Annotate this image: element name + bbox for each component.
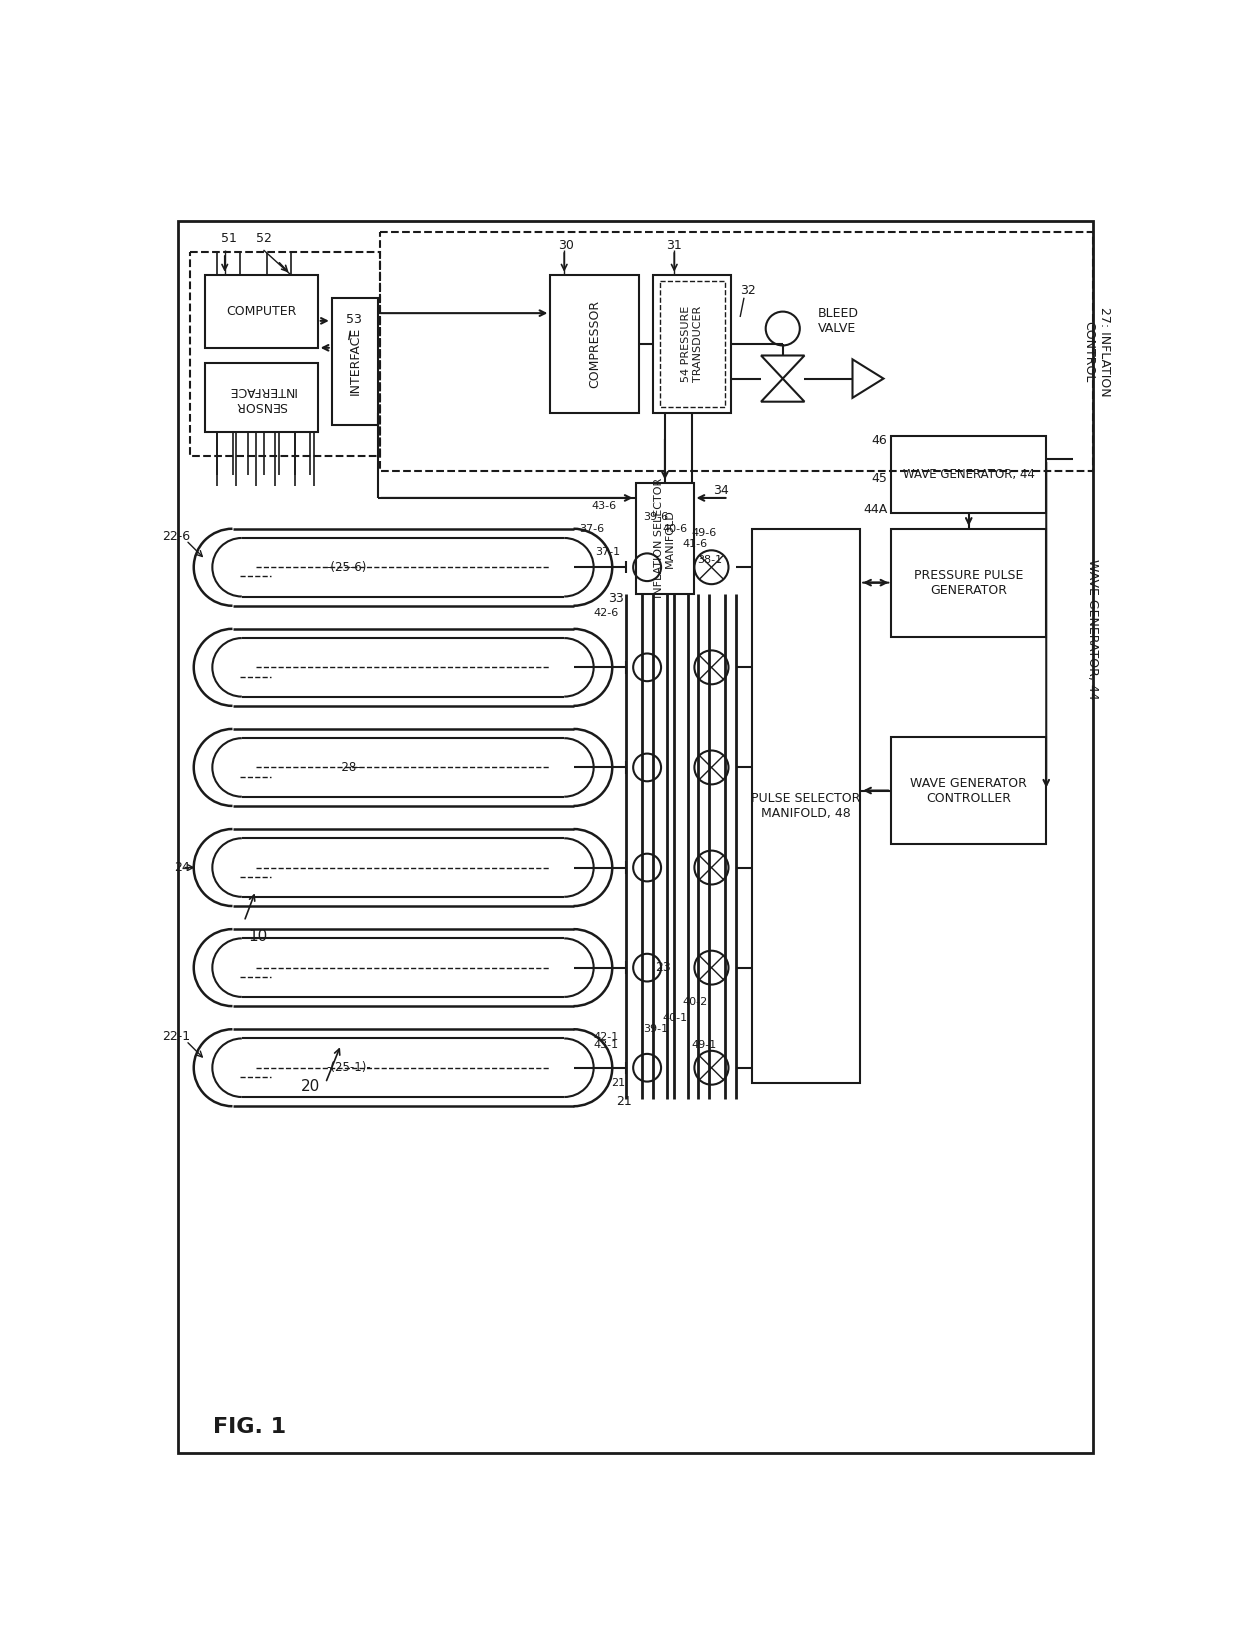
Bar: [892, 736, 1047, 845]
Text: COMPRESSOR: COMPRESSOR: [588, 300, 601, 389]
Text: WAVE GENERATOR
CONTROLLER: WAVE GENERATOR CONTROLLER: [910, 776, 1027, 804]
Text: 46: 46: [872, 433, 888, 446]
Text: WAVE GENERATOR, 44: WAVE GENERATOR, 44: [1086, 558, 1099, 700]
Bar: [751, 529, 861, 1084]
Text: 23: 23: [655, 962, 671, 973]
Text: 31: 31: [667, 239, 682, 252]
Text: 20: 20: [300, 1079, 320, 1094]
Bar: [551, 275, 640, 413]
Text: INFLATION SELECTOR
MANIFOLD: INFLATION SELECTOR MANIFOLD: [653, 478, 676, 598]
Text: -(25-1)-: -(25-1)-: [326, 1061, 371, 1074]
Text: WAVE GENERATOR, 44: WAVE GENERATOR, 44: [903, 468, 1034, 481]
Text: -(25-6)-: -(25-6)-: [326, 560, 371, 573]
Bar: [206, 364, 317, 433]
Text: 54 PRESSURE
TRANSDUCER: 54 PRESSURE TRANSDUCER: [681, 306, 703, 382]
Text: 52: 52: [255, 232, 272, 245]
Text: 42-6: 42-6: [593, 608, 619, 618]
Bar: [660, 280, 724, 407]
Text: 32: 32: [740, 283, 756, 296]
Bar: [653, 275, 730, 413]
Text: 43-6: 43-6: [591, 501, 616, 511]
Text: 22-1: 22-1: [161, 1031, 190, 1044]
Text: 39-6: 39-6: [644, 512, 668, 522]
Text: 27: INFLATION
CONTROL: 27: INFLATION CONTROL: [1083, 306, 1111, 397]
Text: FIG. 1: FIG. 1: [213, 1418, 286, 1438]
Text: 21: 21: [616, 1095, 631, 1108]
Text: 45: 45: [872, 473, 888, 486]
Text: BLEED
VALVE: BLEED VALVE: [817, 306, 858, 334]
Text: 33: 33: [608, 591, 624, 604]
Text: 38-1: 38-1: [697, 555, 723, 565]
Text: -28-: -28-: [337, 761, 361, 774]
Bar: [190, 252, 379, 456]
Text: 44A: 44A: [863, 502, 888, 516]
Text: 37-1: 37-1: [595, 547, 620, 557]
Text: 40-1: 40-1: [662, 1013, 688, 1023]
Text: SENSOR
INTERFACE: SENSOR INTERFACE: [227, 384, 295, 412]
Bar: [892, 529, 1047, 636]
Text: INTERFACE: INTERFACE: [348, 328, 361, 395]
Bar: [892, 436, 1047, 514]
Text: 53: 53: [346, 313, 362, 326]
Text: 40-2: 40-2: [682, 998, 707, 1008]
Text: COMPUTER: COMPUTER: [227, 305, 296, 318]
Text: 22-6: 22-6: [161, 530, 190, 544]
Text: 49-6: 49-6: [692, 527, 717, 537]
Text: 43-1: 43-1: [593, 1039, 619, 1049]
Bar: [635, 483, 693, 595]
Text: 37-6: 37-6: [579, 524, 605, 534]
Text: 51: 51: [221, 232, 237, 245]
Text: 42-1: 42-1: [593, 1033, 619, 1043]
Text: 34: 34: [713, 484, 729, 497]
Text: 21: 21: [611, 1079, 625, 1089]
Bar: [332, 298, 378, 425]
Text: 49-1: 49-1: [692, 1039, 717, 1049]
Text: 41-6: 41-6: [682, 539, 707, 548]
Text: 24: 24: [174, 861, 190, 875]
Text: 30: 30: [558, 239, 574, 252]
Text: PULSE SELECTOR
MANIFOLD, 48: PULSE SELECTOR MANIFOLD, 48: [751, 792, 861, 820]
Bar: [206, 275, 317, 348]
Bar: [379, 232, 1092, 471]
Text: 40-6: 40-6: [662, 524, 688, 534]
Text: PRESSURE PULSE
GENERATOR: PRESSURE PULSE GENERATOR: [914, 568, 1023, 596]
Text: 10: 10: [248, 929, 268, 944]
Text: 39-1: 39-1: [644, 1024, 668, 1034]
